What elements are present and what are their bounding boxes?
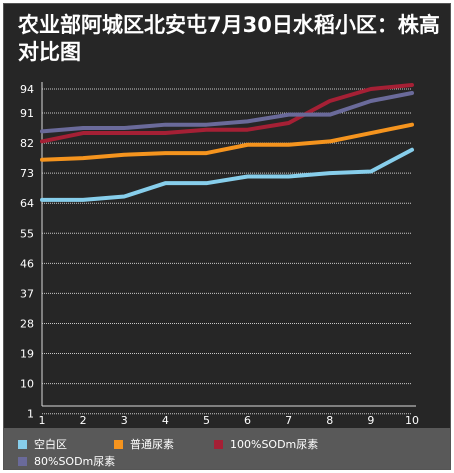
legend-swatch	[114, 439, 123, 449]
x-tick-label: 8	[326, 414, 333, 427]
legend-label: 80%SODm尿素	[34, 455, 116, 468]
x-tick-label: 5	[203, 414, 210, 427]
legend-item: 100%SODm尿素	[214, 436, 318, 452]
legend-label: 普通尿素	[130, 438, 174, 451]
chart-frame: 农业部阿城区北安屯7月30日水稻小区：株高对比图 94 91 82 73 64 55 46 3…	[3, 3, 451, 470]
y-tick-label: 82	[20, 137, 34, 150]
y-tick-label: 46	[20, 257, 34, 270]
x-tick-label: 9	[367, 414, 374, 427]
series-line	[40, 83, 414, 144]
y-tick-label: 10	[20, 378, 34, 391]
legend-swatch	[18, 456, 27, 466]
series-line	[40, 147, 414, 202]
y-tick-label: 73	[20, 167, 34, 180]
series-line	[40, 91, 414, 134]
y-tick-label: 1	[27, 408, 34, 421]
legend-item: 80%SODm尿素	[18, 453, 115, 469]
series-line	[40, 122, 414, 162]
legend-label: 100%SODm尿素	[230, 438, 319, 451]
y-tick-label: 37	[20, 287, 34, 300]
y-tick-label: 94	[20, 83, 34, 96]
y-tick-label: 91	[20, 107, 34, 120]
chart-title: 农业部阿城区北安屯7月30日水稻小区：株高对比图	[18, 13, 440, 64]
y-tick-label: 55	[20, 227, 34, 240]
x-tick-label: 6	[244, 414, 251, 427]
legend-label: 空白区	[34, 438, 67, 451]
legend-item: 普通尿素	[114, 436, 174, 452]
legend-swatch	[18, 439, 27, 449]
y-tick-label: 64	[20, 197, 34, 210]
x-tick-label: 2	[80, 414, 87, 427]
legend-item: 空白区	[18, 436, 67, 452]
legend-swatch	[214, 439, 223, 449]
y-tick-label: 19	[20, 348, 34, 361]
legend: 空白区 普通尿素 100%SODm尿素 80%SODm尿素	[4, 428, 450, 469]
x-tick-label: 7	[285, 414, 292, 427]
x-tick-label: 3	[121, 414, 128, 427]
line-chart: 94 91 82 73 64 55 46 37 28 19 10 1 1 2 3 4 5 6 7 8 9 10	[20, 82, 419, 427]
y-tick-label: 28	[20, 317, 34, 330]
x-tick-label: 1	[39, 414, 46, 427]
x-tick-label: 10	[405, 414, 419, 427]
x-tick-label: 4	[162, 414, 169, 427]
